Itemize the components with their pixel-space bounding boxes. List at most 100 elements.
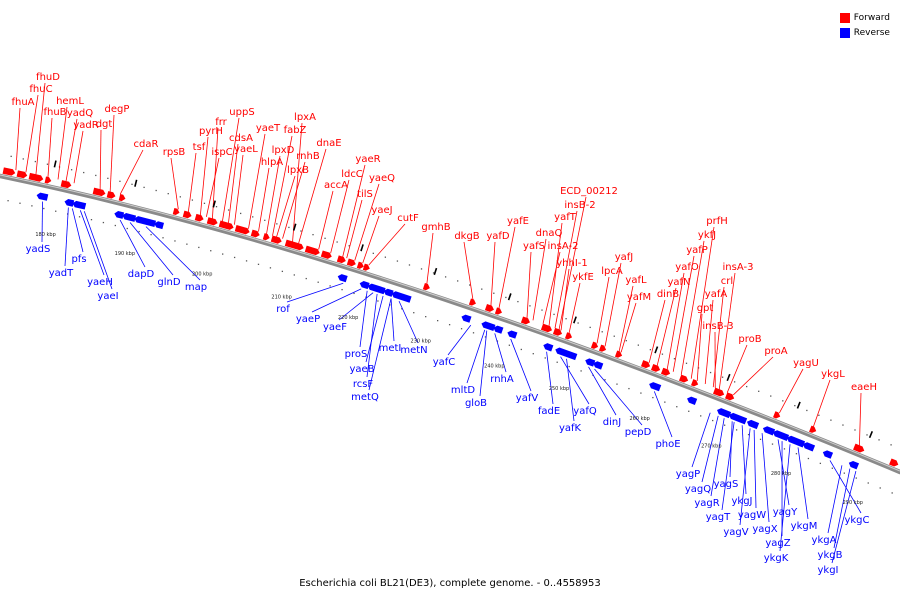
reverse-gene bbox=[367, 283, 386, 295]
forward-gene-label: insA-3 bbox=[723, 262, 754, 273]
scale-dot bbox=[83, 171, 85, 174]
reverse-gene-label: yafQ bbox=[573, 406, 597, 417]
forward-gene bbox=[422, 283, 430, 291]
forward-gene-label: hemL bbox=[56, 96, 84, 107]
forward-gene bbox=[853, 443, 865, 453]
reverse-gene-label: metN bbox=[400, 345, 427, 356]
leader-line bbox=[648, 299, 666, 363]
reverse-gene-label: yagY bbox=[773, 507, 798, 518]
reverse-gene-label: yagV bbox=[723, 527, 748, 538]
scale-dot bbox=[759, 438, 762, 440]
forward-gene bbox=[304, 245, 320, 256]
scale-dot bbox=[143, 186, 145, 189]
forward-gene-label: fhuD bbox=[36, 72, 60, 83]
map-caption: Escherichia coli BL21(DE3), complete gen… bbox=[299, 578, 601, 589]
scale-dot bbox=[544, 357, 546, 359]
leader-line bbox=[672, 255, 695, 372]
scale-dot bbox=[90, 219, 93, 221]
leader-line bbox=[778, 368, 804, 414]
legend-reverse-label: Reverse bbox=[853, 27, 890, 38]
leader-line bbox=[554, 210, 578, 329]
tick-mark bbox=[796, 401, 801, 409]
forward-gene bbox=[44, 176, 52, 184]
position-ticks: 180 kbp 190 kbp 200 kbp 210 kbp 220 kbp 230 k… bbox=[35, 160, 874, 506]
forward-gene-label: yaeT bbox=[256, 123, 281, 134]
tick-label: 260 kbp bbox=[629, 416, 649, 422]
forward-gene bbox=[468, 298, 476, 306]
forward-gene bbox=[362, 263, 370, 271]
scale-dot bbox=[240, 212, 242, 215]
scale-dot bbox=[640, 392, 642, 394]
forward-gene-label: gmhB bbox=[421, 222, 450, 233]
scale-dot bbox=[746, 385, 748, 388]
reverse-gene bbox=[72, 200, 87, 210]
scale-dot bbox=[794, 404, 796, 407]
tick-mark bbox=[507, 293, 512, 301]
forward-gene-label: fhuC bbox=[29, 84, 52, 95]
tick-mark bbox=[726, 373, 731, 382]
reverse-gene-label: yagQ bbox=[685, 484, 711, 495]
reverse-gene bbox=[154, 221, 165, 230]
reverse-gene-label: ykgI bbox=[817, 565, 838, 576]
scale-dot bbox=[203, 202, 206, 204]
forward-gene-label: dinB bbox=[657, 289, 679, 300]
leader-line bbox=[398, 300, 419, 344]
reverse-gene bbox=[772, 430, 790, 442]
reverse-gene-label: yaeH bbox=[87, 277, 113, 288]
leader-line bbox=[701, 415, 719, 483]
scale-dot bbox=[384, 256, 387, 258]
scale-dot bbox=[855, 477, 857, 479]
leader-line bbox=[266, 155, 281, 234]
scale-dot bbox=[517, 300, 519, 303]
scale-dot bbox=[649, 348, 652, 351]
leader-line bbox=[282, 161, 306, 239]
reverse-gene-label: yagP bbox=[676, 469, 700, 480]
forward-swatch bbox=[839, 12, 850, 23]
forward-gene-label: ykgL bbox=[821, 369, 845, 380]
reverse-gene bbox=[36, 192, 49, 201]
scale-dot bbox=[150, 233, 152, 236]
reverse-gene bbox=[822, 450, 834, 459]
forward-gene bbox=[106, 191, 116, 199]
leader-line bbox=[604, 262, 622, 347]
reverse-gene bbox=[114, 211, 125, 219]
scale-dot bbox=[448, 324, 451, 326]
leader-line bbox=[779, 444, 791, 552]
forward-gene-label: rnhB bbox=[296, 151, 320, 162]
scale-dot bbox=[493, 292, 495, 294]
scale-dot bbox=[770, 395, 772, 397]
scale-dot bbox=[245, 260, 248, 262]
leader-line bbox=[859, 392, 862, 446]
forward-gene-label: pyrH bbox=[199, 126, 223, 137]
scale-dot bbox=[126, 227, 128, 230]
forward-gene bbox=[118, 194, 126, 202]
scale-dot bbox=[425, 315, 427, 318]
scale-dot bbox=[688, 410, 690, 412]
scale-dot bbox=[628, 387, 630, 390]
leader-line bbox=[71, 208, 84, 253]
leader-line bbox=[234, 154, 244, 225]
forward-gene bbox=[540, 323, 553, 333]
forward-gene-label: hlpA bbox=[261, 157, 283, 168]
scale-dot bbox=[222, 253, 224, 255]
forward-gene-label: yafE bbox=[507, 216, 529, 227]
scale-dot bbox=[685, 362, 688, 364]
reverse-gene-label: yafK bbox=[559, 423, 582, 434]
leader-line bbox=[187, 152, 197, 213]
forward-gene-label: rpsB bbox=[163, 147, 186, 158]
forward-gene bbox=[218, 220, 234, 230]
forward-gene bbox=[234, 225, 250, 235]
tick-label: 230 kbp bbox=[411, 338, 431, 344]
leader-line bbox=[272, 135, 293, 236]
scale-dot bbox=[733, 381, 736, 383]
forward-gene-label: ispC bbox=[211, 147, 232, 158]
tick-mark bbox=[433, 267, 438, 276]
forward-gene-label: cutF bbox=[397, 213, 419, 224]
scale-dot bbox=[420, 268, 423, 270]
leader-line bbox=[64, 207, 69, 267]
reverse-gene-label: rcsF bbox=[353, 379, 374, 390]
leader-line bbox=[129, 222, 174, 276]
scale-dot bbox=[613, 335, 615, 337]
forward-gene bbox=[564, 332, 573, 340]
